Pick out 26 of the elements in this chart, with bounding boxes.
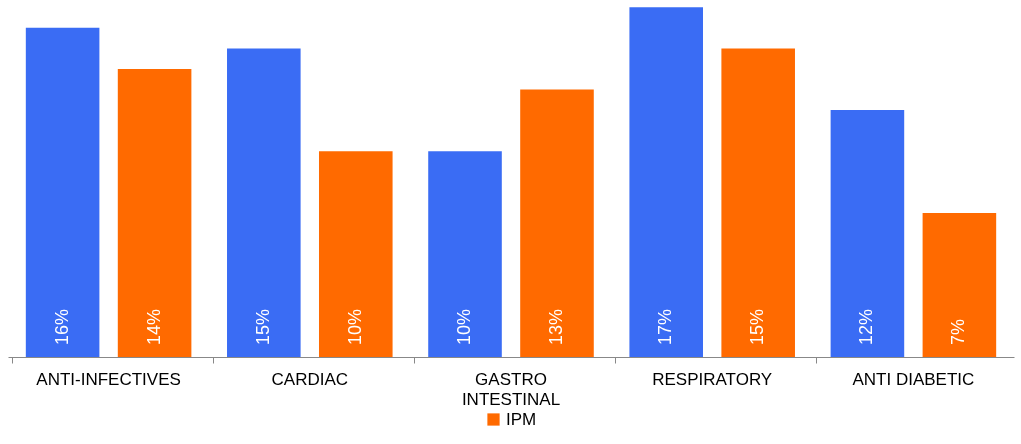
bar bbox=[428, 151, 502, 357]
bar bbox=[227, 48, 301, 357]
bar bbox=[25, 27, 100, 357]
x-tick-label: GASTRO INTESTINAL bbox=[461, 369, 561, 409]
bar bbox=[922, 212, 997, 357]
legend-label: IPM bbox=[506, 409, 537, 429]
data-label: 16% bbox=[51, 308, 72, 345]
x-tick-label: CARDIAC bbox=[271, 369, 349, 389]
data-label: 17% bbox=[655, 308, 676, 345]
x-tick-label: ANTI DIABETIC bbox=[852, 369, 975, 389]
bar bbox=[319, 151, 393, 357]
data-label: 13% bbox=[545, 308, 566, 345]
data-label: 7% bbox=[948, 318, 969, 345]
data-label: 15% bbox=[252, 308, 273, 345]
bar bbox=[629, 7, 703, 357]
data-label: 12% bbox=[856, 308, 877, 345]
data-label: 14% bbox=[143, 308, 164, 345]
x-tick-label: ANTI-INFECTIVES bbox=[36, 369, 181, 389]
data-label: 10% bbox=[454, 308, 475, 345]
x-tick-label: RESPIRATORY bbox=[652, 369, 773, 389]
bar bbox=[520, 89, 594, 357]
bar bbox=[721, 48, 795, 357]
bar bbox=[117, 68, 192, 357]
bar bbox=[830, 110, 905, 357]
data-label: 10% bbox=[344, 308, 365, 345]
data-label: 15% bbox=[747, 308, 768, 345]
